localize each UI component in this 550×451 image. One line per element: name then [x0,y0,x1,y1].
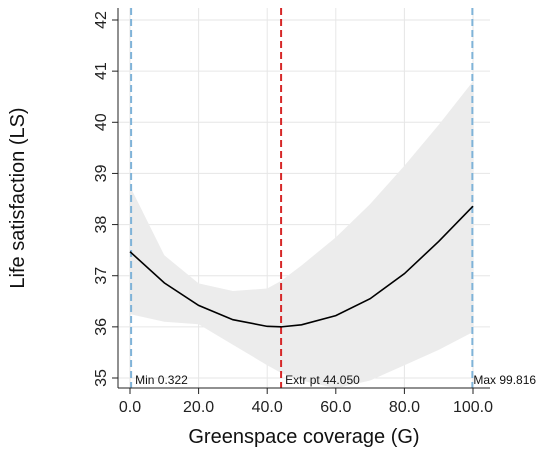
y-tick-label: 42 [93,11,110,29]
reference-label-2: Max 99.816 [473,373,536,387]
x-tick-label: 80.0 [389,399,420,416]
x-tick-label: 40.0 [252,399,283,416]
x-tick-label: 20.0 [183,399,214,416]
y-axis-title: Life satisfaction (LS) [7,107,29,288]
y-tick-label: 38 [93,216,110,234]
x-tick-label: 60.0 [320,399,351,416]
x-axis-title: Greenspace coverage (G) [188,426,419,448]
confidence-band [130,81,473,389]
y-tick-label: 39 [93,164,110,182]
y-tick-label: 40 [93,113,110,131]
fitted-curve [129,205,474,328]
reference-label-0: Min 0.322 [135,373,188,387]
reference-label-1: Extr pt 44.050 [285,373,360,387]
y-tick-label: 36 [93,318,110,336]
x-tick-label: 100.0 [453,399,493,416]
y-tick-label: 41 [93,62,110,80]
y-tick-label: 37 [93,267,110,285]
y-tick-label: 35 [93,369,110,387]
x-tick-label: 0.0 [119,399,141,416]
